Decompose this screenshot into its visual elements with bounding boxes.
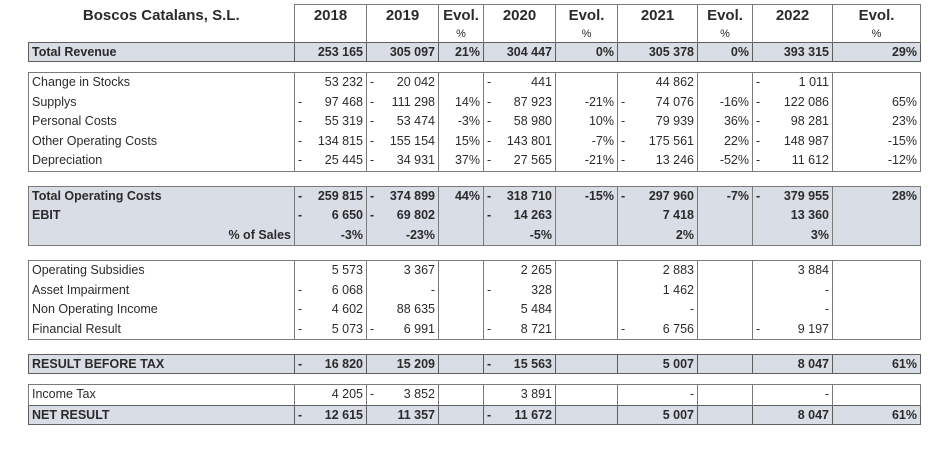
pct-2019: % bbox=[438, 26, 484, 43]
negative-marker: - bbox=[487, 114, 492, 128]
negative-marker: - bbox=[756, 188, 761, 203]
negative-marker: - bbox=[298, 302, 303, 316]
col-2019: 2019 bbox=[366, 4, 439, 26]
col-2018: 2018 bbox=[294, 4, 367, 26]
negative-marker: - bbox=[298, 133, 303, 148]
row-financial-result: Financial Result -5 073 -6 991 -8 721 -6… bbox=[28, 319, 921, 340]
negative-marker: - bbox=[621, 133, 626, 148]
col-evol-2022: Evol. bbox=[832, 4, 921, 26]
col-evol-2021: Evol. bbox=[697, 4, 753, 26]
row-result-before-tax: RESULT BEFORE TAX -16 820 15 209 -15 563… bbox=[28, 354, 921, 374]
negative-marker: - bbox=[370, 188, 375, 203]
negative-marker: - bbox=[487, 321, 492, 336]
row-asset-impairment: Asset Impairment -6 068 - -328 1 462 - bbox=[28, 280, 921, 300]
row-depreciation: Depreciation -25 445 -34 931 37% -27 565… bbox=[28, 151, 921, 172]
row-change-in-stocks: Change in Stocks 53 232 -20 042 -441 44 … bbox=[28, 72, 921, 93]
row-income-tax: Income Tax 4 205 -3 852 3 891 - - bbox=[28, 384, 921, 405]
col-evol-2020: Evol. bbox=[555, 4, 618, 26]
negative-marker: - bbox=[756, 114, 761, 128]
header-pct-row: % % % % bbox=[29, 26, 921, 43]
income-statement-table: Boscos Catalans, S.L. 2018 2019 Evol. 20… bbox=[28, 4, 921, 425]
negative-marker: - bbox=[370, 321, 375, 336]
negative-marker: - bbox=[298, 114, 303, 128]
negative-marker: - bbox=[370, 94, 375, 109]
negative-marker: - bbox=[621, 153, 626, 167]
negative-marker: - bbox=[621, 114, 626, 128]
negative-marker: - bbox=[298, 153, 303, 167]
company-name: Boscos Catalans, S.L. bbox=[82, 6, 240, 24]
col-evol-2019: Evol. bbox=[438, 4, 484, 26]
negative-marker: - bbox=[487, 188, 492, 203]
negative-marker: - bbox=[298, 188, 303, 203]
row-total-revenue: Total Revenue 253 165 305 097 21% 304 44… bbox=[28, 42, 921, 62]
negative-marker: - bbox=[370, 387, 375, 401]
negative-marker: - bbox=[487, 208, 492, 222]
row-supplys: Supplys -97 468 -111 298 14% -87 923 -21… bbox=[28, 92, 921, 112]
negative-marker: - bbox=[370, 75, 375, 89]
pct-2020: % bbox=[555, 26, 618, 43]
negative-marker: - bbox=[370, 114, 375, 128]
negative-marker: - bbox=[370, 153, 375, 167]
pct-2022: % bbox=[832, 26, 921, 43]
row-personal-costs: Personal Costs -55 319 -53 474 -3% -58 9… bbox=[28, 112, 921, 132]
row-operating-subsidies: Operating Subsidies 5 573 3 367 2 265 2 … bbox=[28, 260, 921, 281]
negative-marker: - bbox=[298, 208, 303, 222]
col-2021: 2021 bbox=[617, 4, 698, 26]
row-non-operating-income: Non Operating Income -4 602 88 635 5 484… bbox=[28, 300, 921, 320]
row-pct-of-sales: % of Sales -3% -23% -5% 2% 3% bbox=[28, 225, 921, 246]
negative-marker: - bbox=[621, 94, 626, 109]
header-row: Boscos Catalans, S.L. 2018 2019 Evol. 20… bbox=[29, 4, 921, 26]
row-ebit: EBIT -6 650 -69 802 -14 263 7 418 13 360 bbox=[28, 206, 921, 226]
negative-marker: - bbox=[370, 208, 375, 222]
negative-marker: - bbox=[621, 321, 626, 336]
row-other-operating-costs: Other Operating Costs -134 815 -155 154 … bbox=[28, 131, 921, 151]
negative-marker: - bbox=[756, 153, 761, 167]
col-2022: 2022 bbox=[752, 4, 833, 26]
pct-2021: % bbox=[697, 26, 753, 43]
negative-marker: - bbox=[756, 94, 761, 109]
negative-marker: - bbox=[487, 75, 492, 89]
negative-marker: - bbox=[487, 94, 492, 109]
row-total-operating-costs: Total Operating Costs -259 815 -374 899 … bbox=[28, 185, 921, 206]
negative-marker: - bbox=[298, 407, 303, 422]
negative-marker: - bbox=[756, 133, 761, 148]
negative-marker: - bbox=[298, 282, 303, 297]
negative-marker: - bbox=[298, 321, 303, 336]
row-net-result: NET RESULT -12 615 11 357 -11 672 5 007 … bbox=[28, 404, 921, 425]
negative-marker: - bbox=[487, 133, 492, 148]
negative-marker: - bbox=[298, 94, 303, 109]
negative-marker: - bbox=[298, 357, 303, 371]
negative-marker: - bbox=[487, 407, 492, 422]
negative-marker: - bbox=[621, 188, 626, 203]
negative-marker: - bbox=[487, 153, 492, 167]
negative-marker: - bbox=[487, 357, 492, 371]
col-2020: 2020 bbox=[483, 4, 556, 26]
negative-marker: - bbox=[756, 321, 761, 336]
negative-marker: - bbox=[487, 282, 492, 297]
negative-marker: - bbox=[370, 133, 375, 148]
negative-marker: - bbox=[756, 75, 761, 89]
